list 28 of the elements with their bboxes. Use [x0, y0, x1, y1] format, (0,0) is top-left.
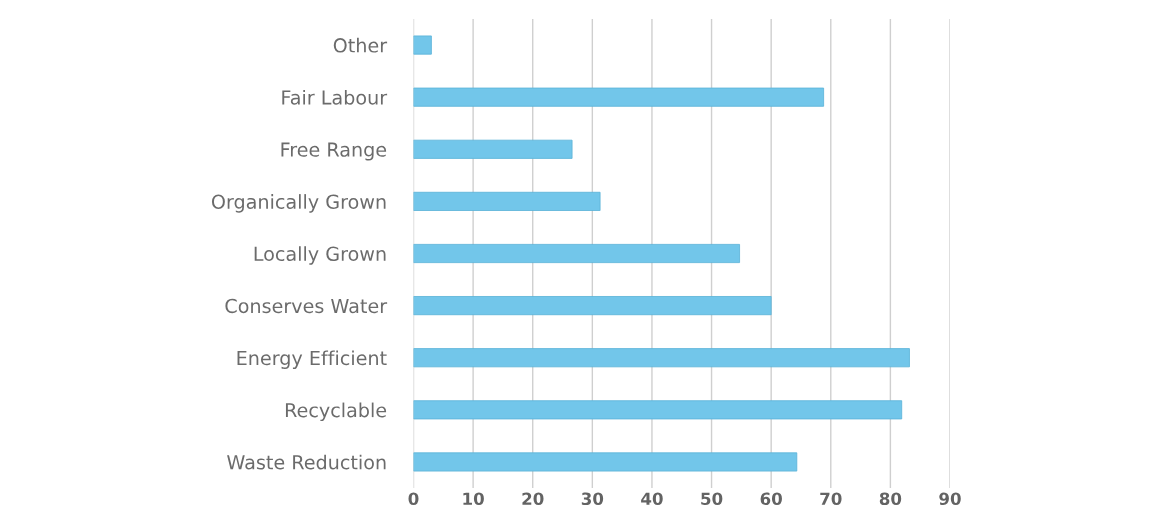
- x-tick-label: 40: [641, 492, 663, 506]
- x-tick-label: 50: [701, 492, 723, 506]
- y-tick-label: Conserves Water: [225, 298, 388, 314]
- y-tick-label: Waste Reduction: [227, 454, 386, 470]
- bar: [413, 87, 825, 107]
- x-tick-label: 90: [939, 492, 961, 506]
- y-tick-label: Other: [333, 37, 388, 53]
- bar: [413, 191, 601, 211]
- y-tick-label: Energy Efficient: [237, 350, 387, 369]
- bar: [413, 243, 740, 264]
- bar: [413, 296, 772, 316]
- x-tick-label: 60: [760, 492, 782, 506]
- bar: [413, 35, 432, 55]
- x-tick-label: 0: [408, 492, 419, 506]
- y-tick-label: Fair Labour: [282, 89, 388, 105]
- x-tick-label: 20: [522, 492, 544, 506]
- x-tick-label: 70: [820, 492, 842, 506]
- bar: [413, 139, 573, 159]
- x-tick-label: 30: [581, 492, 604, 506]
- bar: [413, 400, 903, 420]
- y-tick-label: Locally Grown: [254, 246, 386, 265]
- x-tick-label: 80: [879, 492, 902, 506]
- y-tick-label: Recyclable: [285, 402, 387, 422]
- y-tick-label: Free Range: [281, 142, 387, 161]
- bar: [413, 348, 910, 368]
- x-tick-label: 10: [463, 492, 484, 506]
- bar: [413, 452, 798, 472]
- y-tick-label: Organically Grown: [211, 194, 386, 213]
